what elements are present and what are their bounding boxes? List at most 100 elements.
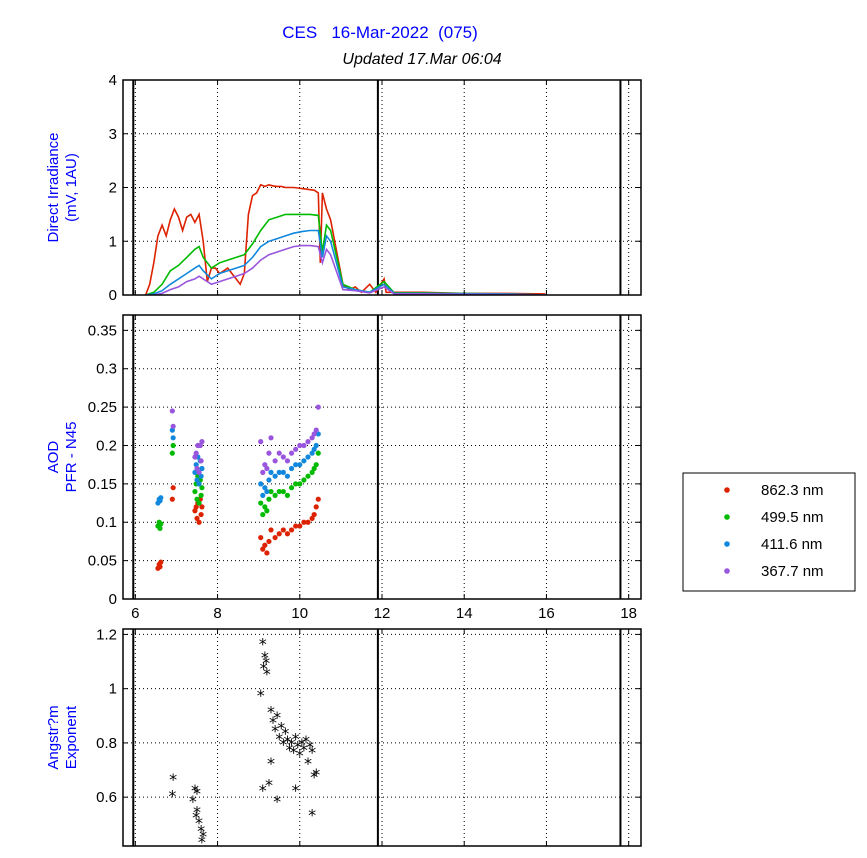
data-point: * (271, 721, 279, 740)
data-point (288, 465, 295, 472)
data-point: * (275, 730, 283, 749)
data-point (315, 496, 321, 502)
data-point: * (310, 767, 318, 786)
y-tick-label: 1.2 (96, 626, 117, 643)
data-point (293, 462, 299, 468)
data-point: * (265, 776, 273, 795)
data-point (158, 559, 164, 565)
data-point: * (277, 719, 285, 738)
data-point (266, 538, 272, 545)
data-point (315, 450, 321, 456)
data-point (196, 481, 202, 487)
y-tick-label: 0.35 (88, 322, 117, 339)
data-point (262, 504, 268, 510)
data-layer: ****************************************… (168, 635, 320, 852)
updated-timestamp: Updated 17.Mar 06:04 (342, 51, 501, 68)
data-point: * (168, 786, 176, 805)
y-tick-label: 0.2 (96, 437, 117, 454)
data-point: * (260, 659, 268, 678)
data-point (280, 527, 286, 533)
y-tick-label: 2 (109, 180, 117, 197)
data-point (284, 458, 291, 464)
data-point (311, 431, 317, 437)
data-point (293, 481, 299, 487)
data-point (196, 469, 202, 475)
data-point (313, 427, 319, 433)
data-point: * (193, 784, 201, 803)
data-point (170, 485, 176, 491)
data-point: * (261, 648, 269, 667)
data-point (284, 492, 291, 498)
data-point (313, 504, 319, 510)
data-point (196, 519, 202, 525)
y-tick-label: 0.05 (88, 553, 117, 570)
data-point: * (169, 770, 177, 789)
data-point: * (292, 730, 300, 749)
data-point (157, 525, 163, 531)
data-point: * (197, 822, 205, 841)
y-axis-label: Direct Irradiance(mV, 1AU) (45, 132, 80, 242)
data-point: * (281, 724, 289, 743)
data-point (268, 488, 274, 495)
y-tick-label: 0.3 (96, 361, 117, 378)
data-point (198, 492, 204, 498)
data-point (297, 523, 303, 529)
y-tick-label: 0.1 (96, 514, 117, 531)
data-point (194, 515, 200, 522)
data-point (301, 477, 307, 483)
data-point (194, 496, 200, 502)
data-point (268, 527, 274, 533)
data-point (309, 435, 315, 441)
data-point (272, 492, 278, 498)
x-tick-label: 6 (131, 605, 139, 622)
legend: 862.3 nm 499.5 nm 411.6 nm 367.7 nm (682, 472, 856, 592)
data-point (258, 500, 264, 506)
data-point (276, 531, 282, 537)
data-point (170, 442, 176, 449)
data-point (284, 473, 291, 479)
data-point (305, 454, 311, 460)
data-point (297, 481, 303, 487)
data-point (264, 488, 270, 495)
legend-marker (724, 514, 730, 520)
series-line (145, 229, 547, 295)
data-point: * (294, 738, 302, 757)
y-tick-label: 0.8 (96, 735, 117, 752)
data-point (196, 500, 202, 506)
data-point (315, 404, 321, 410)
data-point (198, 458, 204, 464)
data-point (284, 531, 291, 537)
data-layer (144, 183, 547, 295)
data-point: * (302, 732, 310, 751)
panel-3: ****************************************… (45, 626, 642, 852)
data-point (305, 473, 311, 479)
data-point (260, 546, 266, 552)
legend-marker (724, 487, 730, 493)
data-point: * (273, 792, 281, 811)
data-point (315, 431, 321, 437)
data-point (264, 465, 270, 472)
data-point (305, 519, 311, 525)
x-tick-label: 10 (291, 605, 308, 622)
data-point (276, 450, 282, 456)
data-point (309, 450, 315, 456)
y-tick-label: 0.15 (88, 476, 117, 493)
data-point (268, 469, 274, 475)
data-point (192, 488, 198, 495)
x-tick-label: 18 (620, 605, 637, 622)
data-point (280, 488, 286, 495)
x-tick-label: 16 (538, 605, 555, 622)
data-point: * (298, 735, 306, 754)
legend-label: 499.5 nm (761, 509, 824, 526)
data-point (198, 511, 204, 518)
data-point (301, 519, 307, 525)
data-point: * (193, 803, 201, 822)
data-point (313, 442, 319, 449)
data-point (293, 523, 299, 529)
data-point: * (198, 833, 206, 852)
data-point (272, 458, 278, 464)
data-point: * (267, 754, 275, 773)
data-point (194, 477, 200, 483)
y-axis-label: Angstr?mExponent (45, 705, 80, 770)
